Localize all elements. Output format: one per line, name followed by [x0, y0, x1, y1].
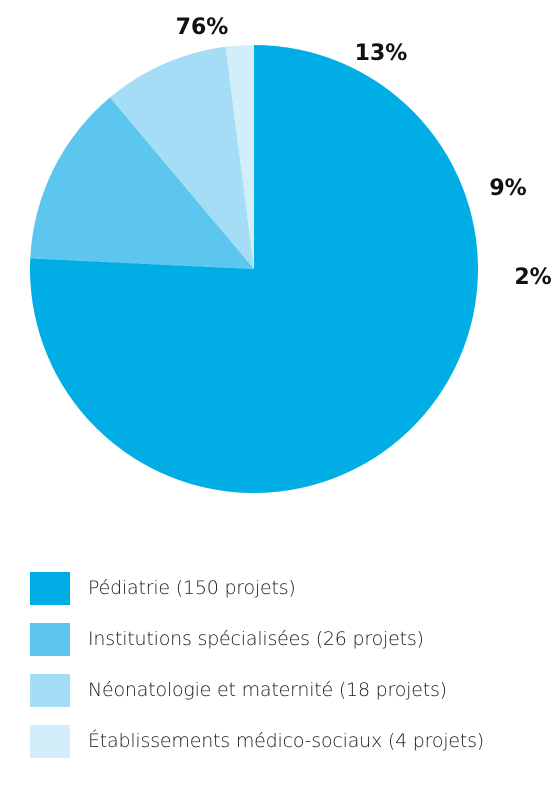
pie-percent-label-1: 13% [355, 41, 408, 66]
legend-label-3: Établissements médico-sociaux (4 projets… [88, 730, 484, 752]
legend-swatch-1 [30, 623, 70, 656]
legend-swatch-0 [30, 572, 70, 605]
legend-item-3: Établissements médico-sociaux (4 projets… [30, 725, 550, 758]
pie-percent-label-2: 9% [489, 176, 526, 201]
legend-item-1: Institutions spécialisées (26 projets) [30, 623, 550, 656]
legend-label-1: Institutions spécialisées (26 projets) [88, 628, 424, 650]
legend-label-2: Néonatologie et maternité (18 projets) [88, 679, 447, 701]
legend-item-2: Néonatologie et maternité (18 projets) [30, 674, 550, 707]
legend-item-0: Pédiatrie (150 projets) [30, 572, 550, 605]
legend: Pédiatrie (150 projets) Institutions spé… [30, 572, 550, 776]
pie-chart-svg: 76% 13% 9% 2% [0, 0, 557, 520]
pie-percent-label-0: 76% [176, 15, 229, 40]
legend-label-0: Pédiatrie (150 projets) [88, 577, 296, 599]
pie-percent-label-3: 2% [514, 265, 551, 290]
legend-swatch-2 [30, 674, 70, 707]
pie-slices [30, 45, 478, 493]
legend-swatch-3 [30, 725, 70, 758]
